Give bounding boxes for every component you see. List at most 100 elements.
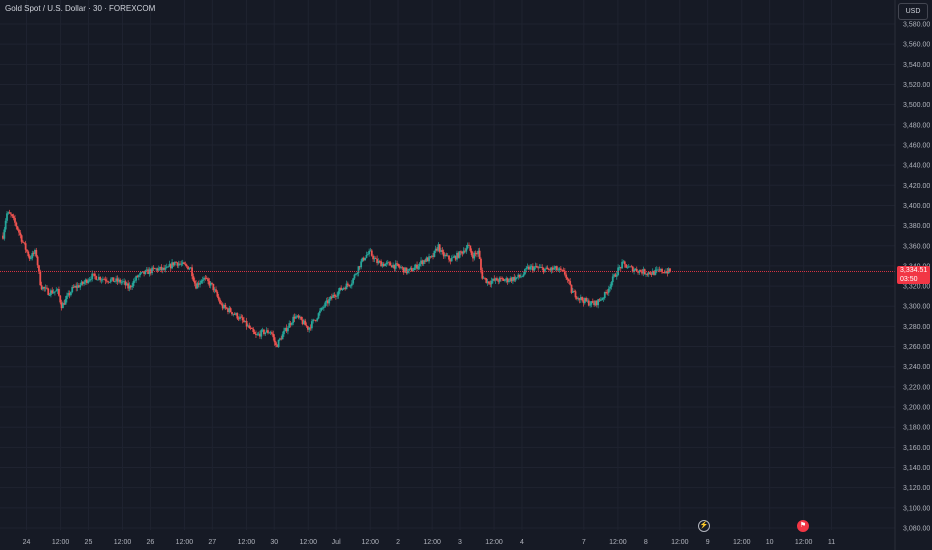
y-tick-label: 3,400.00 xyxy=(903,203,930,210)
candle-body xyxy=(370,250,373,256)
candle-body xyxy=(630,266,633,268)
candle-body xyxy=(26,249,28,252)
candle-body xyxy=(333,294,336,297)
candle-body xyxy=(409,268,412,269)
candle-body xyxy=(633,269,635,272)
candle-body xyxy=(562,270,565,271)
candle-body xyxy=(325,300,328,303)
candle-body xyxy=(295,316,297,319)
y-tick-label: 3,580.00 xyxy=(903,22,930,29)
candle-body xyxy=(50,290,52,295)
candle-body xyxy=(657,269,659,271)
candle-body xyxy=(245,320,248,327)
candle-body xyxy=(638,270,641,273)
candle-body xyxy=(261,329,264,331)
candle-body xyxy=(169,264,172,269)
candle-body xyxy=(287,327,289,332)
candle-body xyxy=(283,330,285,335)
candle-body xyxy=(654,269,657,275)
candle-body xyxy=(512,277,514,282)
candle-body xyxy=(87,280,90,283)
candle-body xyxy=(537,267,540,269)
candle-body xyxy=(369,250,372,252)
candle-body xyxy=(629,266,631,268)
candle-body xyxy=(460,251,462,253)
time-axis[interactable]: 24 12:00 25 12:00 26 12:00 27 12:00 30 12:00 Jul 12… xyxy=(23,539,836,546)
candle-body xyxy=(253,331,256,334)
candle-body xyxy=(256,334,259,336)
candle-body xyxy=(103,278,106,280)
candle-body xyxy=(338,287,341,292)
candle-body xyxy=(306,326,309,330)
candle-body xyxy=(531,266,534,271)
candle-body xyxy=(105,280,108,282)
candle-body xyxy=(492,278,494,281)
candle-body xyxy=(621,261,623,269)
candle-body xyxy=(8,212,11,214)
candle-body xyxy=(565,274,568,278)
candle-body xyxy=(76,285,79,288)
candle-body xyxy=(48,294,51,296)
candle-body xyxy=(129,285,132,288)
candle-body xyxy=(639,270,642,272)
candle-body xyxy=(119,279,122,283)
candle-body xyxy=(203,277,205,280)
candle-body xyxy=(457,252,460,258)
candle-body xyxy=(533,267,536,271)
candle-body xyxy=(635,268,638,272)
candle-body xyxy=(309,327,312,329)
x-tick-label: 12:00 xyxy=(609,539,627,546)
candle-body xyxy=(56,289,59,291)
candle-body xyxy=(81,281,84,284)
candle-body xyxy=(658,269,661,271)
candle-body xyxy=(494,278,497,281)
candle-body xyxy=(466,244,469,249)
candle-body xyxy=(187,266,189,270)
candle-body xyxy=(269,332,272,334)
candle-body xyxy=(397,263,400,267)
lightning-icon[interactable]: ⚡ xyxy=(698,520,710,532)
flag-icon[interactable]: ⚑ xyxy=(797,520,809,532)
y-tick-label: 3,480.00 xyxy=(903,122,930,129)
candle-body xyxy=(442,251,445,257)
candle-body xyxy=(474,252,477,254)
candle-body xyxy=(271,332,273,334)
candle-body xyxy=(55,290,58,292)
candle-body xyxy=(374,258,377,259)
candle-body xyxy=(517,274,520,278)
candle-body xyxy=(227,308,229,313)
price-axis[interactable]: 3,080.00 3,100.00 3,120.00 3,140.00 3,160.00… xyxy=(903,22,930,533)
x-tick-label: 3 xyxy=(458,539,462,546)
candle-body xyxy=(293,316,296,319)
candle-body xyxy=(488,281,490,284)
candle-body xyxy=(434,248,437,251)
candle-body xyxy=(446,255,449,257)
candle-body xyxy=(273,337,276,343)
candle-body xyxy=(590,301,593,305)
candle-body xyxy=(470,250,473,256)
candle-body xyxy=(248,325,251,329)
candle-body xyxy=(585,298,588,302)
candle-body xyxy=(215,289,217,292)
candle-body xyxy=(542,267,545,273)
currency-button[interactable]: USD xyxy=(898,3,928,20)
candle-body xyxy=(428,256,430,262)
y-tick-label: 3,500.00 xyxy=(903,102,930,109)
candle-body xyxy=(545,267,548,269)
candle-body xyxy=(513,277,516,281)
candle-body xyxy=(302,320,305,325)
candle-body xyxy=(75,285,78,288)
candle-body xyxy=(358,266,361,268)
candle-body xyxy=(432,255,434,257)
candle-body xyxy=(609,286,612,289)
candle-body xyxy=(249,328,252,329)
candle-body xyxy=(377,261,380,264)
candle-body xyxy=(10,213,12,215)
candle-body xyxy=(43,287,46,289)
candle-body xyxy=(530,266,533,267)
candle-body xyxy=(195,283,197,289)
x-tick-label: 12:00 xyxy=(795,539,813,546)
candle-body xyxy=(313,319,316,321)
